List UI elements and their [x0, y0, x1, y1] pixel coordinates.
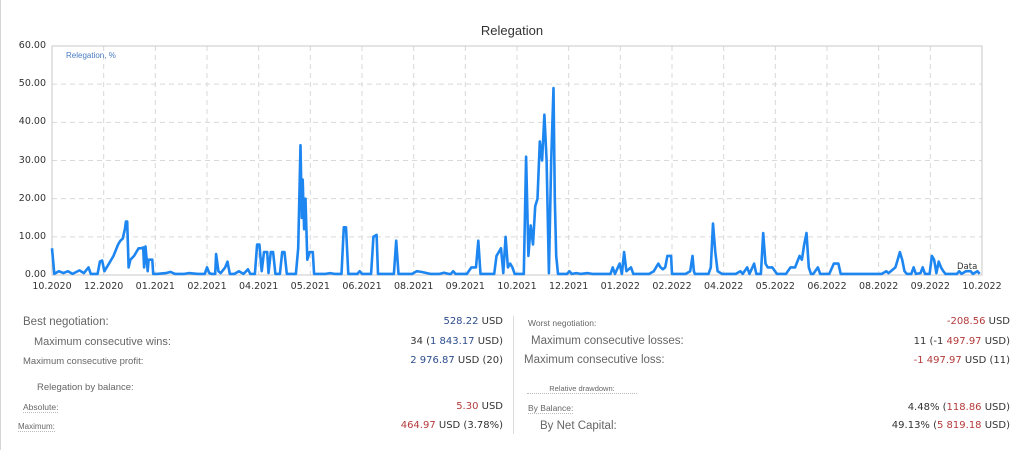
- y-tick-label: 10.00: [18, 230, 46, 242]
- x-tick-label: 04.2022: [704, 281, 744, 292]
- absolute-value: 5.30 USD: [456, 401, 503, 412]
- worst-negotiation-label: Worst negotiation:: [528, 318, 597, 328]
- frame-border: [0, 0, 1, 450]
- y-tick-label: 20.00: [18, 192, 46, 204]
- relegation-by-balance-heading: Relegation by balance:: [37, 382, 134, 393]
- maximum-label: Maximum:: [18, 422, 55, 432]
- series-end-label: Data: [957, 262, 978, 272]
- x-tick-label: 08.2022: [859, 281, 899, 292]
- stats-divider: [513, 316, 514, 434]
- y-tick-label: 30.00: [18, 154, 46, 166]
- y-tick-label: 0.00: [24, 269, 46, 280]
- x-tick-label: 09.2022: [910, 281, 950, 292]
- x-tick-label: 12.2020: [84, 281, 124, 292]
- by-balance-value: 4.48% (118.86 USD): [907, 402, 1010, 413]
- x-tick-label: 08.2021: [394, 281, 434, 292]
- best-negotiation-label: Best negotiation:: [23, 316, 109, 328]
- max-consecutive-loss-value: -1 497.97 USD (11): [913, 355, 1010, 366]
- x-tick-label: 01.2022: [600, 281, 640, 292]
- by-net-capital-value: 49.13% (5 819.18 USD): [891, 420, 1010, 431]
- worst-negotiation-value: -208.56 USD: [946, 316, 1010, 327]
- by-net-capital-label: By Net Capital:: [540, 420, 617, 432]
- by-balance-label: By Balance:: [528, 403, 574, 414]
- x-tick-label: 12.2021: [549, 281, 589, 292]
- x-tick-label: 10.2022: [962, 281, 1002, 292]
- x-tick-label: 06.2022: [807, 281, 847, 292]
- max-consecutive-losses-value: 11 (-1 497.97 USD): [913, 336, 1010, 347]
- x-tick-label: 06.2021: [342, 281, 382, 292]
- chart-grid: [52, 46, 982, 275]
- x-tick-label: 01.2021: [135, 281, 175, 292]
- max-consecutive-loss-label: Maximum consecutive loss:: [524, 354, 665, 366]
- x-tick-label: 02.2022: [652, 281, 692, 292]
- absolute-label: Absolute:: [23, 402, 59, 413]
- max-consecutive-profit-value: 2 976.87 USD (20): [410, 355, 503, 366]
- maximum-value: 464.97 USD (3.78%): [400, 420, 503, 431]
- y-tick-label: 60.00: [18, 40, 46, 51]
- max-consecutive-losses-label: Maximum consecutive losses:: [531, 335, 684, 347]
- x-tick-label: 09.2021: [445, 281, 485, 292]
- relegation-chart: [50, 45, 983, 276]
- chart-title: Relegation: [480, 23, 544, 38]
- max-consecutive-profit-label: Maximum consecutive profit:: [23, 356, 144, 367]
- max-consecutive-wins-label: Maximum consecutive wins:: [34, 336, 171, 348]
- best-negotiation-value: 528.22 USD: [443, 316, 503, 327]
- x-tick-label: 04.2021: [239, 281, 279, 292]
- relegation-line: [50, 86, 981, 276]
- y-tick-label: 50.00: [18, 78, 46, 90]
- max-consecutive-wins-value: 34 (1 843.17 USD): [410, 336, 503, 347]
- x-tick-label: 10.2021: [497, 281, 537, 292]
- x-tick-label: 05.2022: [755, 281, 795, 292]
- relative-drawdown-heading: Relative drawdown:: [527, 384, 637, 394]
- x-tick-label: 05.2021: [290, 281, 330, 292]
- y-tick-label: 40.00: [18, 116, 46, 128]
- x-tick-label: 10.2020: [32, 281, 72, 292]
- chart-legend: Relegation, %: [66, 51, 116, 60]
- x-tick-label: 02.2021: [187, 281, 227, 292]
